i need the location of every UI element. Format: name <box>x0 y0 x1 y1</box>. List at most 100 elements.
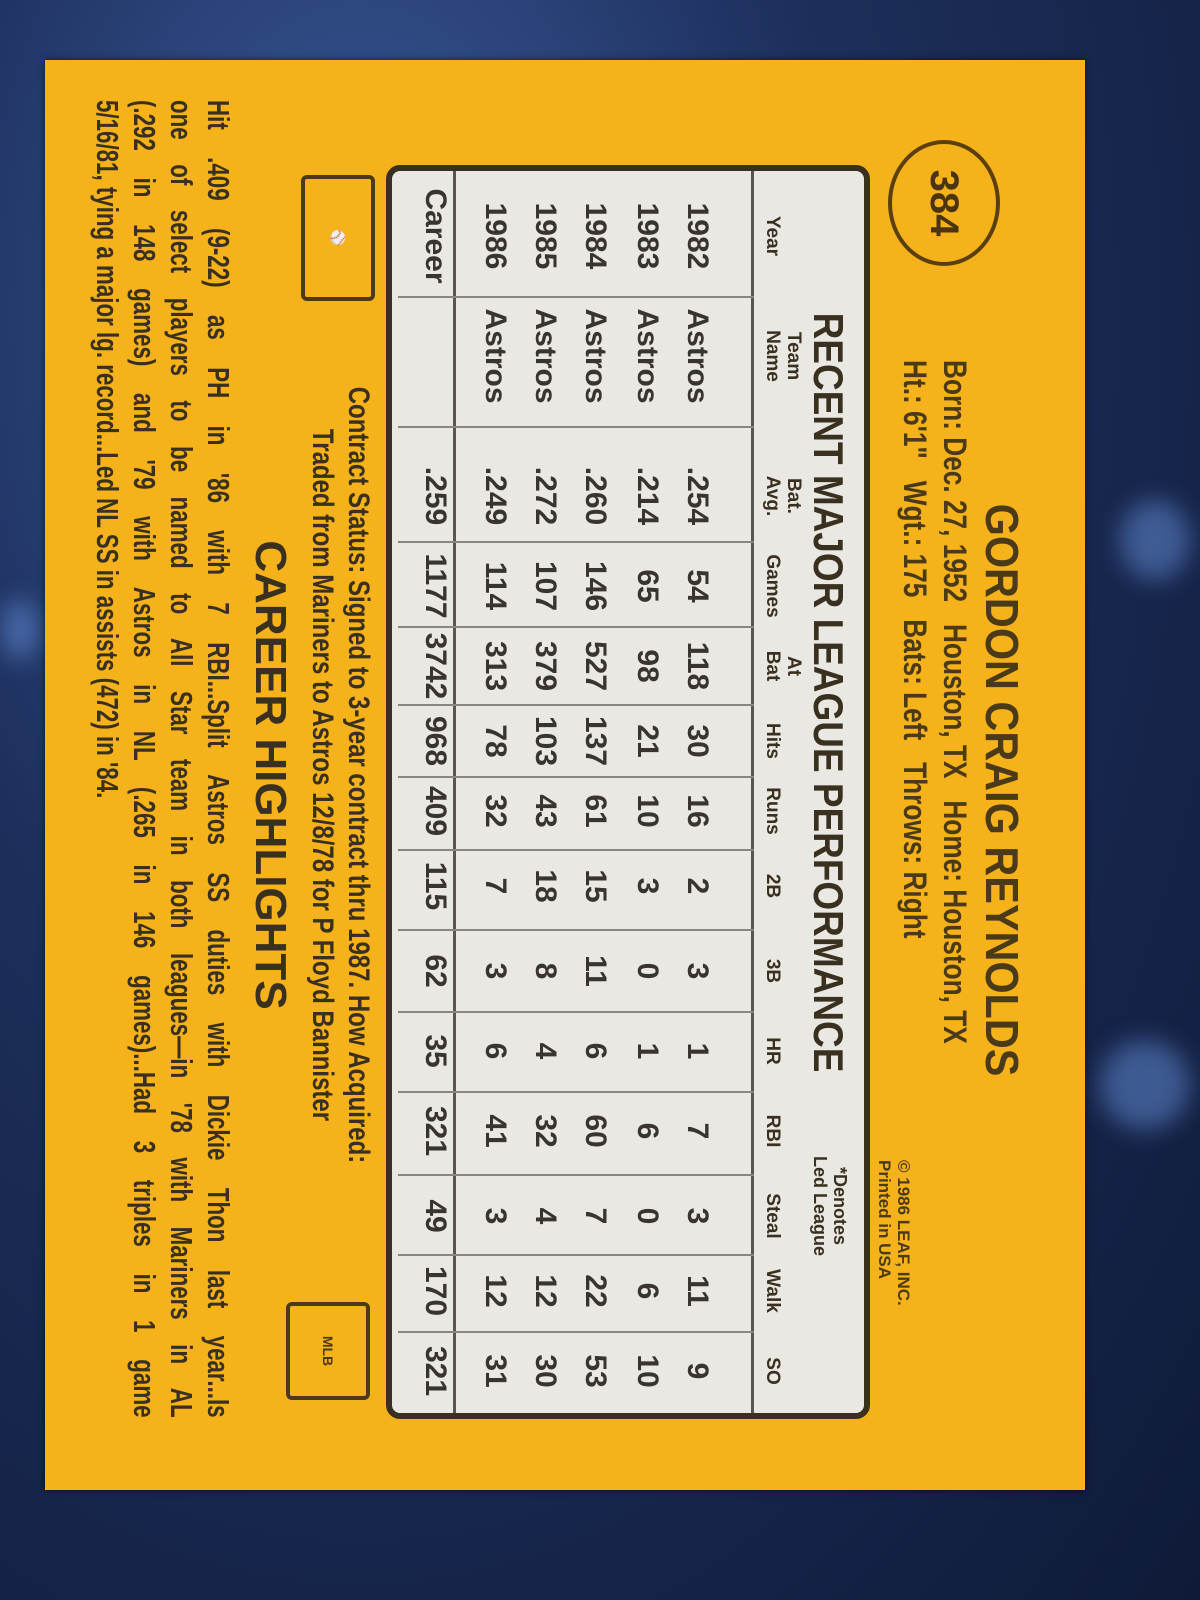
stat-cell: 6 <box>579 1042 612 1060</box>
stats-title: RECENT MAJOR LEAGUE PERFORMANCE <box>805 312 852 1073</box>
stat-cell: 1 <box>681 1042 714 1060</box>
stat-cell: 10 <box>631 1354 664 1388</box>
baseball-card-back: 384 GORDON CRAIG REYNOLDS Born: Dec. 27,… <box>45 60 1085 1490</box>
stat-cell: 0 <box>631 962 664 980</box>
column-header-text <box>783 1357 804 1384</box>
stat-cell: 527 <box>579 640 612 692</box>
stat-cell: 1983 <box>631 202 664 270</box>
stat-cell: 12 <box>529 1274 562 1308</box>
highlight-line: 5/16/81, tying a major lg. record...Led … <box>90 100 125 799</box>
stat-cell: 1984 <box>579 202 612 270</box>
stat-cell: 43 <box>529 794 562 828</box>
column-header-text <box>783 874 804 898</box>
column-header-text: Bat <box>762 650 783 682</box>
stat-cell: 78 <box>479 724 512 758</box>
column-header-text: Name <box>762 330 783 382</box>
stat-cell: Astros <box>529 308 562 404</box>
stat-cell: .259 <box>419 466 452 526</box>
stat-cell: 18 <box>529 869 562 903</box>
column-header: Walk <box>762 1269 804 1313</box>
background-light <box>0 600 40 660</box>
stat-cell: 61 <box>579 794 612 828</box>
column-header-text <box>783 787 804 835</box>
column-header-text: HR <box>762 1037 783 1065</box>
stat-cell: 1985 <box>529 202 562 270</box>
stat-cell: 65 <box>631 569 664 603</box>
highlight-line: (.292 in 148 games) and '79 with Astros … <box>127 100 162 1418</box>
background-light <box>1100 1040 1190 1130</box>
stat-cell: 35 <box>419 1034 452 1068</box>
column-header: HR <box>762 1037 804 1064</box>
stat-cell: 30 <box>681 724 714 758</box>
column-header-text <box>783 554 804 617</box>
stat-cell: 321 <box>419 1345 452 1397</box>
stat-cell: 12 <box>479 1274 512 1308</box>
led-league-note: *Denotes Led League <box>810 1156 850 1256</box>
stat-cell: 321 <box>419 1105 452 1157</box>
column-header-text: At <box>783 655 804 677</box>
note-line: Led League <box>810 1156 830 1257</box>
stat-cell: 146 <box>579 560 612 612</box>
stat-cell: 409 <box>419 785 452 837</box>
stat-cell: 379 <box>529 640 562 692</box>
stat-cell: 62 <box>419 954 452 988</box>
career-rule <box>453 171 456 1413</box>
column-header-text <box>783 1193 804 1238</box>
column-header-text: RBI <box>762 1114 783 1148</box>
column-header-text <box>783 959 804 983</box>
column-divider <box>398 1173 754 1176</box>
stat-cell: .214 <box>631 466 664 526</box>
column-header-text <box>783 1037 804 1064</box>
column-header: Runs <box>762 787 804 835</box>
bio-line-1: Born: Dec. 27, 1952 Houston, TX Home: Ho… <box>937 360 973 1044</box>
column-divider <box>398 1011 754 1013</box>
stat-cell: Astros <box>681 308 714 404</box>
stat-cell: 60 <box>579 1114 612 1148</box>
stat-cell: .260 <box>579 466 612 526</box>
column-header-text <box>783 216 804 256</box>
card-number-badge: 384 <box>888 140 1000 266</box>
stat-cell: 22 <box>579 1274 612 1308</box>
column-divider <box>398 928 754 931</box>
column-header-text: Runs <box>762 787 783 835</box>
stat-cell: Career <box>419 188 452 284</box>
stat-cell: 15 <box>579 869 612 903</box>
stat-cell: 49 <box>419 1199 452 1233</box>
column-header: 2B <box>762 874 804 898</box>
stat-cell: 137 <box>579 715 612 767</box>
stat-cell: 3 <box>681 1207 714 1225</box>
stat-cell: 98 <box>631 649 664 683</box>
column-divider <box>398 1331 754 1333</box>
column-divider <box>398 296 754 298</box>
column-header-text: Year <box>762 215 783 257</box>
column-header-text: 2B <box>762 873 783 899</box>
column-header: Hits <box>762 723 804 759</box>
stat-cell: Astros <box>631 308 664 404</box>
stat-cell: 16 <box>681 794 714 828</box>
stat-cell: 115 <box>419 861 452 911</box>
player-name: GORDON CRAIG REYNOLDS <box>976 503 1028 1077</box>
stat-cell: 313 <box>479 640 512 692</box>
column-divider <box>398 626 754 628</box>
column-divider <box>398 1253 754 1256</box>
note-line: *Denotes <box>830 1167 850 1246</box>
stat-cell: 9 <box>681 1362 714 1380</box>
column-header-text: Bat. <box>783 478 804 514</box>
copyright: © 1986 LEAF, INC. Printed in USA <box>875 1160 913 1306</box>
stat-cell: 3 <box>631 877 664 895</box>
background-light <box>1120 500 1190 580</box>
column-header-text <box>783 1269 804 1313</box>
column-header-text: Walk <box>762 1269 783 1313</box>
highlights-title: CAREER HIGHLIGHTS <box>246 540 295 1010</box>
stat-cell: .254 <box>681 466 714 526</box>
column-header: Year <box>762 216 804 256</box>
bio-line-2: Ht.: 6'1" Wgt.: 175 Bats: Left Throws: R… <box>897 360 933 939</box>
column-header: Games <box>762 554 804 617</box>
stat-cell: 21 <box>631 724 664 758</box>
stat-cell: 10 <box>631 794 664 828</box>
column-divider <box>398 776 754 778</box>
stat-cell: 1986 <box>479 202 512 270</box>
stat-cell: 1982 <box>681 202 714 270</box>
how-acquired: Traded from Mariners to Astros 12/8/78 f… <box>306 428 339 1122</box>
column-header-text <box>783 1115 804 1148</box>
